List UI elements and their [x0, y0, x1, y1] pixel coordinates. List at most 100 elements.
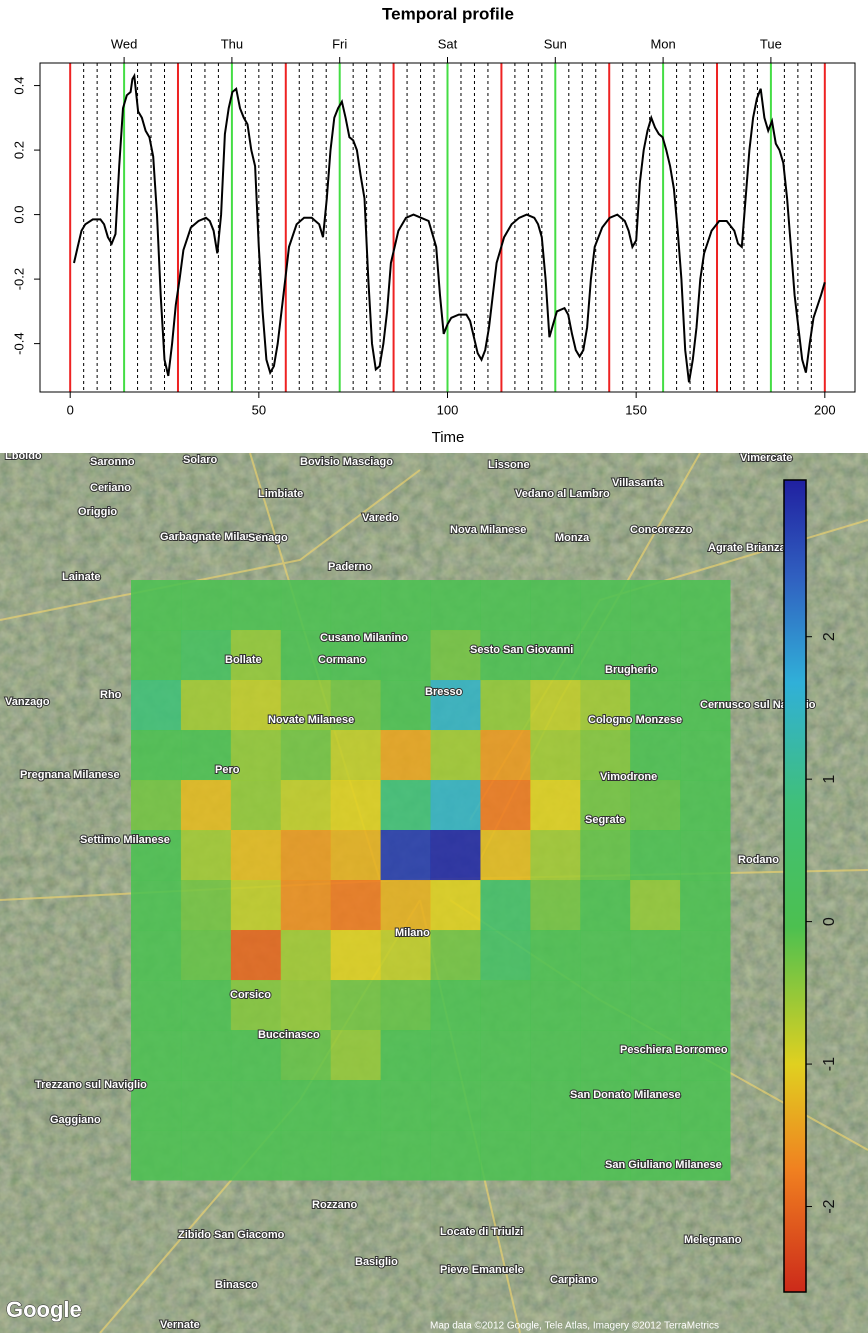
place-label: Brugherio	[605, 664, 658, 676]
heat-cell	[381, 1030, 431, 1081]
heat-cell	[281, 930, 331, 981]
place-label: Cologno Monzese	[588, 714, 682, 726]
heat-cell	[181, 1030, 231, 1081]
heat-cell	[131, 980, 181, 1031]
heat-cell	[181, 830, 231, 881]
x-tick-label: 50	[252, 402, 266, 417]
heat-cell	[580, 930, 630, 981]
heat-cell	[630, 930, 680, 981]
heat-cell	[480, 730, 530, 781]
heat-cell	[381, 1130, 431, 1181]
heat-cell	[281, 830, 331, 881]
heat-cell	[680, 630, 730, 681]
heat-cell	[181, 630, 231, 681]
heat-cell	[181, 880, 231, 931]
place-label: Gaggiano	[50, 1114, 101, 1126]
heat-cell	[231, 830, 281, 881]
heat-cell	[181, 780, 231, 831]
heat-cell	[530, 580, 580, 631]
place-label: Agrate Brianza	[708, 542, 787, 554]
heat-cell	[331, 830, 381, 881]
heat-cell	[431, 780, 481, 831]
heat-cell	[381, 580, 431, 631]
day-label: Fri	[332, 36, 347, 51]
colorbar-tick-label: -1	[821, 1057, 838, 1071]
colorbar-tick-label: -2	[821, 1199, 838, 1213]
day-label: Sun	[544, 36, 567, 51]
place-label: Novate Milanese	[268, 714, 354, 726]
heat-cell	[381, 880, 431, 931]
heat-cell	[580, 580, 630, 631]
x-tick-label: 150	[625, 402, 647, 417]
day-label: Mon	[650, 36, 675, 51]
heat-cell	[331, 730, 381, 781]
heat-cell	[181, 1080, 231, 1131]
heat-cell	[431, 1030, 481, 1081]
heat-cell	[431, 930, 481, 981]
x-tick-label: 200	[814, 402, 836, 417]
y-tick-label: 0.4	[11, 77, 26, 95]
heat-cell	[431, 880, 481, 931]
heat-cell	[530, 730, 580, 781]
place-label: Bollate	[225, 654, 262, 666]
heat-cell	[131, 780, 181, 831]
heat-cell	[281, 780, 331, 831]
place-label: Senago	[248, 532, 288, 544]
heat-cell	[281, 580, 331, 631]
heat-cell	[381, 730, 431, 781]
heat-cell	[630, 980, 680, 1031]
heat-cell	[630, 1080, 680, 1131]
x-tick-label: 100	[437, 402, 459, 417]
chart-title: Temporal profile	[382, 4, 514, 23]
heat-cell	[680, 730, 730, 781]
heat-cell	[281, 880, 331, 931]
place-label: Settimo Milanese	[80, 834, 170, 846]
heat-cell	[181, 980, 231, 1031]
heat-cell	[431, 1080, 481, 1131]
place-label: Corsico	[230, 989, 271, 1001]
heat-cell	[231, 880, 281, 931]
heat-cell	[131, 1030, 181, 1081]
place-label: San Donato Milanese	[570, 1089, 681, 1101]
heat-cell	[181, 680, 231, 731]
colorbar-tick-label: 2	[821, 632, 838, 641]
heat-cell	[630, 580, 680, 631]
place-label: Rozzano	[312, 1199, 358, 1211]
place-label: Saronno	[90, 456, 135, 468]
heat-cell	[680, 980, 730, 1031]
place-label: Pieve Emanuele	[440, 1264, 524, 1276]
place-label: Trezzano sul Naviglio	[35, 1079, 147, 1091]
heat-cell	[281, 1130, 331, 1181]
heat-cell	[480, 880, 530, 931]
place-label: Limbiate	[258, 488, 303, 500]
place-label: Milano	[395, 927, 430, 939]
heat-cell	[131, 580, 181, 631]
heat-cell	[431, 830, 481, 881]
heat-cell	[381, 1080, 431, 1131]
heat-cell	[331, 1080, 381, 1131]
place-label: Paderno	[328, 561, 372, 573]
heat-cell	[431, 730, 481, 781]
heat-cell	[480, 1030, 530, 1081]
heat-cell	[131, 1130, 181, 1181]
heat-cell	[231, 1080, 281, 1131]
place-label: Solaro	[183, 454, 218, 466]
heat-cell	[530, 1130, 580, 1181]
heat-cell	[680, 1080, 730, 1131]
heat-cell	[580, 830, 630, 881]
heat-cell	[530, 830, 580, 881]
place-label: Cusano Milanino	[320, 632, 408, 644]
heat-cell	[181, 580, 231, 631]
day-label: Thu	[221, 36, 243, 51]
place-label: Cormano	[318, 654, 367, 666]
heat-cell	[331, 930, 381, 981]
heat-cell	[480, 1130, 530, 1181]
heat-cell	[580, 1080, 630, 1131]
heat-cell	[680, 1130, 730, 1181]
place-label: Vimodrone	[600, 771, 657, 783]
place-label: Lainate	[62, 571, 101, 583]
heat-cell	[381, 980, 431, 1031]
heat-cell	[480, 580, 530, 631]
place-label: Pero	[215, 764, 240, 776]
heat-cell	[231, 580, 281, 631]
